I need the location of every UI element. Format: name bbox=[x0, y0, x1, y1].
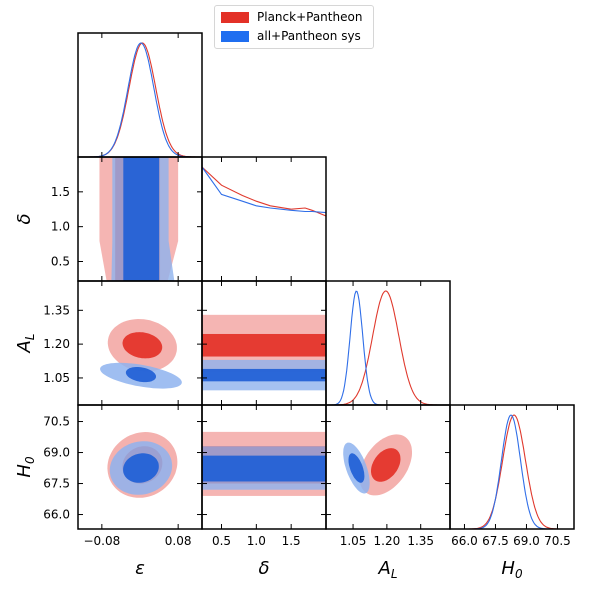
marginal-planck-H0 bbox=[450, 414, 574, 529]
y-tick-label-H0: 67.5 bbox=[43, 477, 70, 491]
panel-frame-H0-H0 bbox=[449, 404, 575, 530]
x-tick-label-H0: 69.0 bbox=[513, 534, 540, 548]
y-axis-label-subscript: L bbox=[23, 333, 37, 340]
x-axis-label-eps: ε bbox=[135, 558, 145, 579]
y-tick-label-AL: 1.20 bbox=[43, 337, 70, 351]
legend-label-planck: Planck+Pantheon bbox=[257, 10, 363, 24]
x-tick-label-eps: 0.08 bbox=[165, 534, 192, 548]
contour-inner-planck bbox=[371, 448, 401, 482]
x-axis-label-delta: δ bbox=[258, 558, 269, 579]
x-tick-label-AL: 1.05 bbox=[340, 534, 367, 548]
marginal-all-eps bbox=[78, 42, 202, 157]
legend: Planck+Pantheon all+Pantheon sys bbox=[214, 5, 374, 49]
panel-frame-delta-delta bbox=[201, 156, 327, 282]
contour-all-eps-H0 bbox=[109, 441, 173, 495]
legend-swatch-all bbox=[221, 30, 249, 42]
y-axis-label-H0: H0 bbox=[14, 456, 37, 478]
x-tick-label-eps: −0.08 bbox=[83, 534, 120, 548]
legend-label-all: all+Pantheon sys bbox=[257, 29, 361, 43]
contour-inner-all bbox=[125, 367, 156, 383]
legend-entry-all: all+Pantheon sys bbox=[221, 28, 361, 44]
marginal-group-planck-delta bbox=[202, 166, 326, 217]
x-tick-label-delta: 1.0 bbox=[247, 534, 266, 548]
marginal-all-AL bbox=[326, 290, 450, 405]
y-tick-label-H0: 69.0 bbox=[43, 446, 70, 460]
contour-all-eps-AL bbox=[100, 362, 182, 389]
contour-planck-AL-H0 bbox=[359, 434, 412, 496]
contour-all-delta-H0 bbox=[202, 446, 326, 490]
contour-all-AL-H0 bbox=[343, 442, 370, 494]
contour-inner-planck bbox=[122, 332, 163, 359]
x-axis-label-subscript: L bbox=[391, 567, 398, 581]
marginal-group-all-AL bbox=[326, 290, 450, 405]
x-axis-label-AL: AL bbox=[377, 558, 397, 581]
y-tick-label-delta: 1.0 bbox=[51, 220, 70, 234]
marginal-group-all-delta bbox=[202, 166, 326, 214]
y-tick-label-delta: 0.5 bbox=[51, 254, 70, 268]
x-axis-label-subscript: 0 bbox=[515, 567, 523, 581]
contour-inner-all bbox=[202, 455, 326, 482]
contour-inner-all bbox=[123, 157, 160, 281]
contour-all-eps-delta bbox=[111, 157, 175, 281]
y-tick-label-H0: 66.0 bbox=[43, 508, 70, 522]
y-tick-label-H0: 70.5 bbox=[43, 415, 70, 429]
contour-all-delta-AL bbox=[202, 359, 326, 391]
panel-frame-eps-eps bbox=[77, 32, 203, 158]
legend-entry-planck: Planck+Pantheon bbox=[221, 9, 362, 25]
y-tick-label-delta: 1.5 bbox=[51, 185, 70, 199]
marginal-planck-eps bbox=[78, 42, 202, 157]
legend-swatch-planck bbox=[221, 11, 249, 23]
contour-inner-all bbox=[123, 453, 159, 483]
marginal-group-planck-H0 bbox=[450, 414, 574, 529]
contour-inner-all bbox=[348, 453, 365, 483]
x-tick-label-delta: 0.5 bbox=[212, 534, 231, 548]
y-tick-label-AL: 1.05 bbox=[43, 371, 70, 385]
x-tick-label-H0: 70.5 bbox=[544, 534, 571, 548]
y-tick-label-AL: 1.35 bbox=[43, 303, 70, 317]
marginal-planck-delta bbox=[202, 166, 326, 217]
x-tick-label-delta: 1.5 bbox=[282, 534, 301, 548]
marginal-all-delta bbox=[202, 166, 326, 214]
y-axis-label-delta: δ bbox=[14, 213, 35, 224]
x-tick-label-AL: 1.35 bbox=[407, 534, 434, 548]
x-tick-label-H0: 66.0 bbox=[451, 534, 478, 548]
x-tick-label-H0: 67.5 bbox=[482, 534, 509, 548]
marginal-group-all-H0 bbox=[450, 414, 574, 529]
contour-inner-planck bbox=[202, 333, 326, 357]
marginal-group-all-eps bbox=[78, 42, 202, 157]
contour-planck-eps-AL bbox=[107, 319, 177, 372]
y-axis-label-subscript: 0 bbox=[23, 456, 37, 464]
x-tick-label-AL: 1.20 bbox=[374, 534, 401, 548]
y-axis-label-AL: AL bbox=[14, 333, 37, 353]
contour-inner-all bbox=[202, 368, 326, 382]
x-axis-label-H0: H0 bbox=[501, 558, 523, 581]
marginal-all-H0 bbox=[450, 414, 574, 529]
marginal-group-planck-eps bbox=[78, 42, 202, 157]
